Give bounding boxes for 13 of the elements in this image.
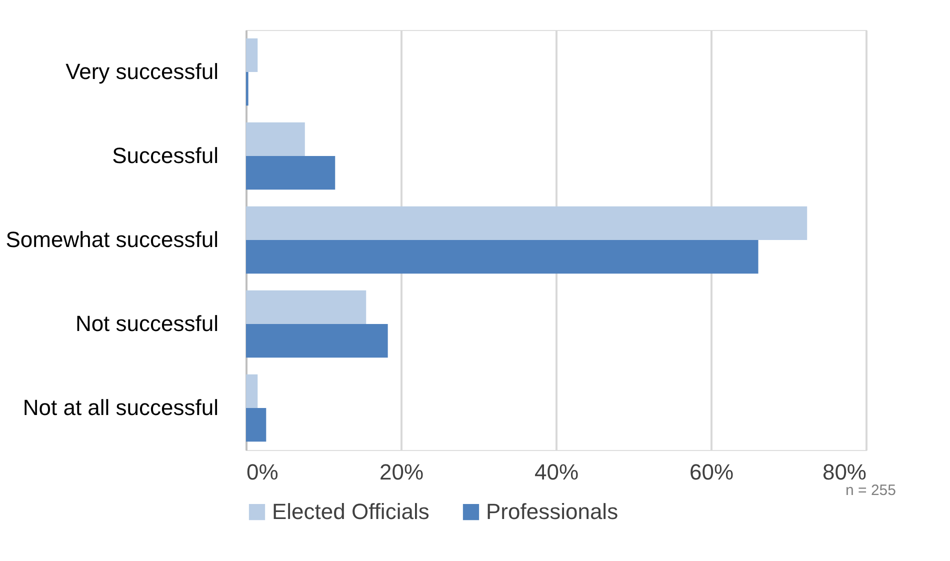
y-tick-label: Somewhat successful (6, 227, 218, 252)
y-tick-label: Very successful (66, 59, 218, 84)
x-tick-label: 20% (379, 460, 424, 484)
legend-label: Elected Officials (272, 499, 430, 524)
y-tick-label: Not at all successful (22, 395, 218, 420)
y-tick-label: Successful (112, 143, 218, 168)
x-tick-label: 60% (689, 460, 734, 484)
text: n = 255 (846, 482, 896, 499)
x-tick-label: 0% (246, 460, 278, 484)
legend-label: Professionals (486, 499, 618, 524)
y-tick-label: Not successful (75, 311, 218, 336)
x-tick-label: 80% (822, 460, 866, 484)
x-tick-label: 40% (534, 460, 579, 484)
